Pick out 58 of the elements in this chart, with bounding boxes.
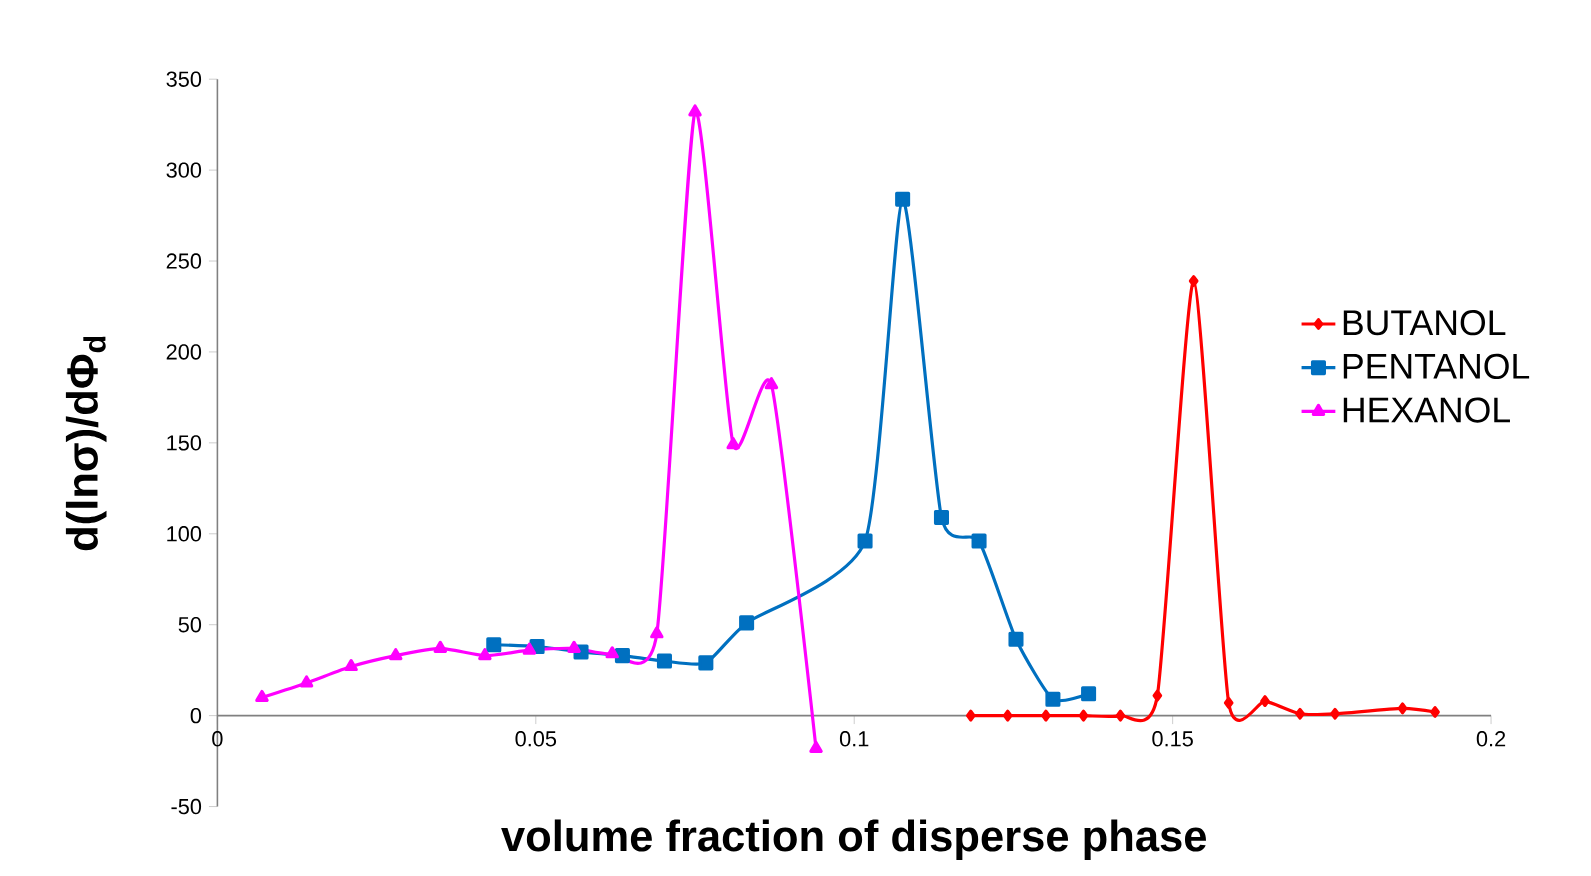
point: [486, 637, 502, 653]
y-tick-label: 200: [166, 344, 202, 360]
x-tick-label: 0.05: [515, 731, 557, 747]
x-tick-label: 0.2: [1476, 731, 1506, 747]
legend-label: BUTANOL: [1343, 310, 1506, 336]
point: [895, 191, 911, 207]
y-tick-label: 150: [167, 435, 202, 451]
y-tick-label: 100: [167, 526, 202, 542]
x-tick-label: 0.15: [1152, 731, 1193, 747]
point: [933, 509, 950, 526]
point: [809, 740, 823, 753]
point: [764, 377, 779, 390]
point: [1397, 702, 1408, 715]
point: [605, 646, 619, 659]
point: [1188, 275, 1199, 288]
x-axis-title: volume fraction of disperse phase: [501, 819, 1206, 861]
point: [688, 104, 702, 117]
point: [1078, 709, 1089, 722]
point: [1115, 709, 1126, 722]
point: [388, 648, 403, 661]
legend-label: PENTANOL: [1343, 353, 1530, 380]
point: [1330, 707, 1340, 720]
point: [522, 642, 537, 655]
point: [971, 533, 987, 549]
point: [1152, 689, 1163, 702]
point: [965, 709, 976, 722]
point: [1008, 631, 1024, 647]
point: [1081, 686, 1097, 702]
point: [739, 615, 755, 631]
x-tick-label: 0.1: [839, 731, 869, 747]
x-tick-label: 0: [212, 731, 223, 747]
point: [1045, 691, 1061, 707]
y-tick-label: 350: [166, 71, 202, 87]
y-tick-label: 250: [166, 253, 202, 269]
point: [1260, 695, 1270, 708]
point: [698, 655, 714, 671]
point: [255, 690, 269, 703]
y-axis-title: d(lnσ)/dΦ$_{d}$: [65, 336, 107, 551]
point: [1002, 709, 1013, 722]
point: [656, 653, 672, 669]
point: [614, 648, 630, 664]
point: [478, 648, 492, 661]
y-tick-label: 50: [178, 617, 202, 633]
point: [344, 659, 358, 672]
point: [726, 437, 740, 450]
point: [433, 640, 448, 653]
point: [299, 675, 314, 688]
y-tick-label: 300: [166, 162, 202, 178]
point: [857, 533, 873, 549]
legend-label: HEXANOL: [1343, 397, 1510, 423]
y-tick-label: 0: [190, 708, 202, 724]
point: [1295, 707, 1305, 720]
point: [1430, 706, 1440, 719]
y-tick-label: -50: [171, 798, 202, 815]
point: [1041, 709, 1051, 722]
point: [1223, 697, 1234, 709]
point: [567, 640, 581, 653]
point: [650, 626, 664, 639]
